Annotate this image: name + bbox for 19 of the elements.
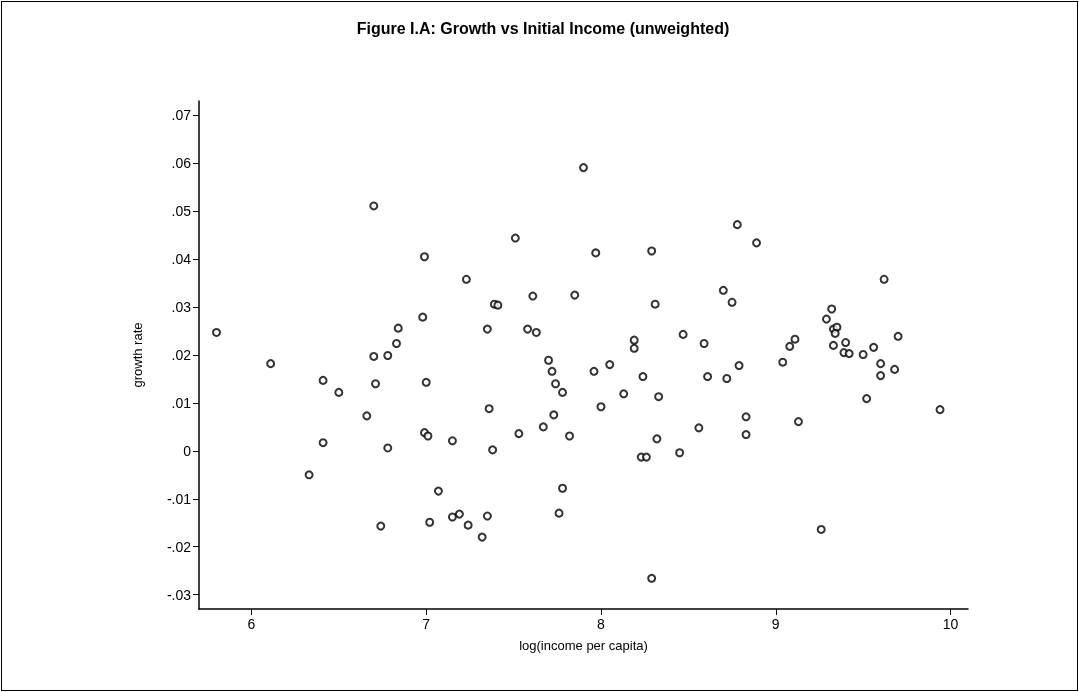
y-axis-title: growth rate: [130, 322, 145, 388]
y-tick-label: .07: [171, 107, 192, 124]
chart-title: Figure I.A: Growth vs Initial Income (unweighted): [356, 19, 730, 37]
x-tick-label: 9: [771, 616, 780, 632]
y-tick-label: -.01: [166, 490, 192, 507]
y-tick-label: .02: [171, 347, 192, 363]
x-tick-label: 8: [597, 616, 606, 632]
y-tick-label: .03: [171, 299, 192, 316]
y-tick-label: .05: [171, 203, 192, 220]
y-tick-label: 0: [183, 442, 192, 459]
x-axis-title: log(income per capita): [519, 638, 648, 653]
y-tick-label: .06: [171, 155, 192, 172]
y-tick-label: -.03: [166, 586, 192, 603]
y-tick-label: -.02: [166, 538, 192, 555]
x-tick-label: 6: [247, 616, 256, 632]
x-tick-label: 10: [942, 616, 959, 632]
y-tick-label: .01: [171, 394, 192, 411]
y-tick-label: .04: [171, 251, 192, 268]
x-tick-label: 7: [422, 616, 431, 632]
